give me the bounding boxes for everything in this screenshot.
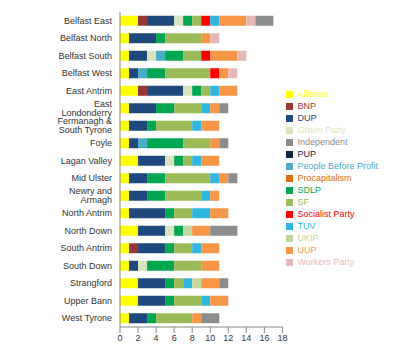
svg-text:18: 18 xyxy=(277,333,287,343)
svg-text:Strangford: Strangford xyxy=(70,278,112,288)
svg-text:Newry andArmagh: Newry andArmagh xyxy=(69,186,112,205)
svg-text:South Down: South Down xyxy=(63,261,112,271)
html-text:Independent: Independent xyxy=(297,136,348,147)
svg-text:EastLondonderry: EastLondonderry xyxy=(61,99,112,118)
svg-text:Lagan Valley: Lagan Valley xyxy=(61,156,113,166)
svg-text:Belfast East: Belfast East xyxy=(64,16,113,26)
svg-text:South Antrim: South Antrim xyxy=(60,243,112,253)
html-text:UUP: UUP xyxy=(297,244,317,255)
html-text:People Before Profit: People Before Profit xyxy=(297,160,378,171)
svg-text:6: 6 xyxy=(172,333,177,343)
svg-text:North Antrim: North Antrim xyxy=(62,208,112,218)
svg-text:8: 8 xyxy=(190,333,195,343)
svg-text:Upper Bann: Upper Bann xyxy=(64,296,112,306)
svg-text:East Antrim: East Antrim xyxy=(66,86,112,96)
svg-text:10: 10 xyxy=(205,333,215,343)
svg-text:Belfast North: Belfast North xyxy=(60,33,112,43)
html-text:SF: SF xyxy=(297,196,309,207)
html-text:Workers Party: Workers Party xyxy=(297,256,355,267)
svg-text:16: 16 xyxy=(259,333,269,343)
svg-text:4: 4 xyxy=(154,333,159,343)
svg-text:West Tyrone: West Tyrone xyxy=(62,313,112,323)
svg-text:Belfast South: Belfast South xyxy=(58,51,112,61)
svg-text:0: 0 xyxy=(117,333,122,343)
html-text:Green Party: Green Party xyxy=(297,124,346,135)
svg-text:Belfast West: Belfast West xyxy=(62,68,113,78)
html-text:Socialist Party: Socialist Party xyxy=(297,208,355,219)
html-text:BNP: BNP xyxy=(297,100,316,111)
html-text:Alliance: Alliance xyxy=(297,88,329,99)
svg-text:North Down: North Down xyxy=(64,226,112,236)
html-text:DUP: DUP xyxy=(297,112,317,123)
svg-text:2: 2 xyxy=(136,333,141,343)
html-text:UKIP: UKIP xyxy=(297,232,319,243)
html-text:PUP: PUP xyxy=(297,148,316,159)
svg-text:Fermanagh &South Tyrone: Fermanagh &South Tyrone xyxy=(57,116,112,135)
svg-text:Mid Ulster: Mid Ulster xyxy=(71,173,112,183)
svg-text:14: 14 xyxy=(241,333,251,343)
html-text:SDLP: SDLP xyxy=(297,184,321,195)
svg-text:12: 12 xyxy=(223,333,233,343)
svg-text:Foyle: Foyle xyxy=(90,138,112,148)
html-text:Procapitalism: Procapitalism xyxy=(297,172,352,183)
html-text:TUV: TUV xyxy=(297,220,316,231)
